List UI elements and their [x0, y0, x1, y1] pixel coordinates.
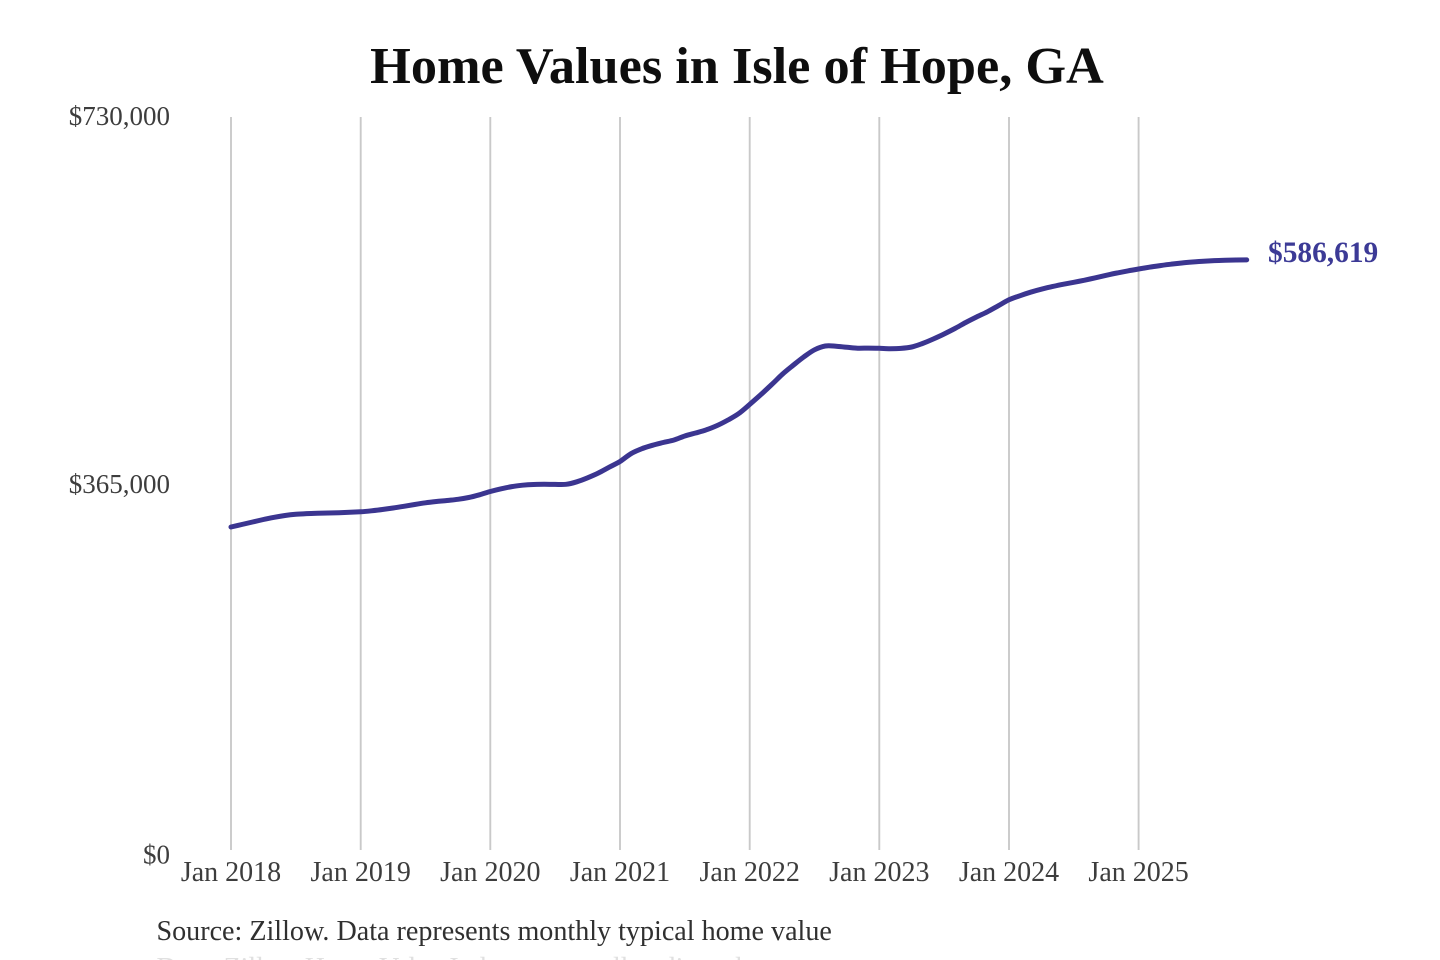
svg-text:Data: Zillow Home Value Index,: Data: Zillow Home Value Index, seasonall… [157, 952, 742, 960]
svg-text:$586,619: $586,619 [1268, 237, 1378, 269]
svg-text:Jan 2022: Jan 2022 [700, 857, 800, 888]
svg-text:Source: Zillow. Data represent: Source: Zillow. Data represents monthly … [157, 916, 832, 947]
svg-text:Home Values in Isle of Hope, G: Home Values in Isle of Hope, GA [370, 37, 1104, 95]
svg-text:Jan 2019: Jan 2019 [311, 857, 411, 888]
svg-text:Jan 2021: Jan 2021 [570, 857, 670, 888]
svg-text:Jan 2020: Jan 2020 [440, 857, 540, 888]
svg-text:Jan 2024: Jan 2024 [959, 857, 1059, 888]
svg-text:$365,000: $365,000 [69, 469, 170, 499]
svg-text:$730,000: $730,000 [69, 101, 170, 131]
svg-text:$0: $0 [143, 840, 170, 870]
svg-text:Jan 2025: Jan 2025 [1088, 857, 1188, 888]
svg-text:Jan 2018: Jan 2018 [181, 857, 281, 888]
svg-text:Jan 2023: Jan 2023 [829, 857, 929, 888]
